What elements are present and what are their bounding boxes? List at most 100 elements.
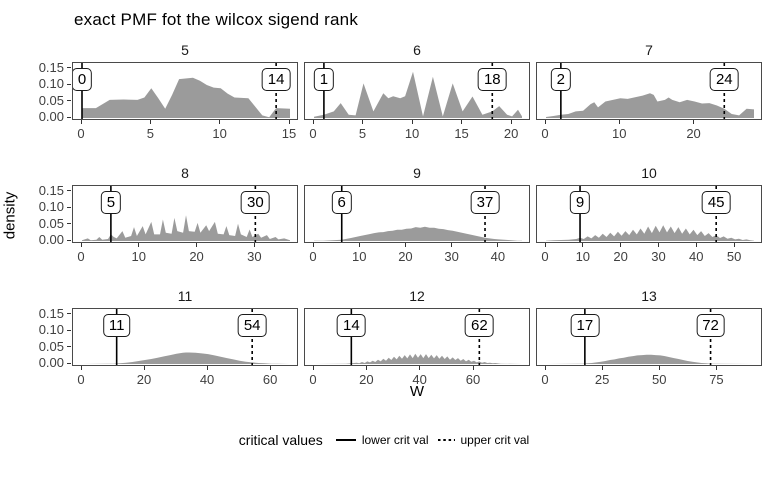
y-tick-label: 0.10 [38, 199, 64, 214]
y-tick-label: 0.00 [38, 232, 64, 247]
y-tick-mark [67, 190, 71, 191]
y-axis-label: density [1, 191, 19, 240]
x-tick-label: 10 [575, 249, 591, 264]
x-tick-mark [80, 120, 82, 124]
facet-strip-label: 11 [177, 288, 193, 304]
y-tick-mark [67, 223, 71, 224]
x-tick-mark [658, 366, 660, 370]
pmf-area [546, 225, 754, 241]
lower-crit-value-label: 1 [313, 68, 335, 91]
y-tick-label: 0.05 [38, 338, 64, 354]
y-tick-mark [67, 67, 71, 68]
x-tick-label: 50 [652, 372, 667, 387]
y-tick-label: 0.15 [38, 59, 64, 75]
y-tick-label: 0.05 [38, 215, 64, 231]
x-tick-mark [693, 120, 695, 124]
lower-crit-value-label: 9 [569, 191, 591, 214]
x-tick-mark [143, 366, 145, 370]
facet-panel: 6 37 [304, 185, 530, 243]
y-tick-mark [67, 83, 71, 85]
x-tick-mark [582, 243, 584, 247]
pmf-area [314, 226, 522, 241]
x-tick-mark [472, 366, 474, 370]
x-tick-mark [219, 120, 221, 124]
y-tick-mark [67, 313, 71, 314]
x-tick-mark [657, 243, 659, 247]
x-axis-label: W [409, 383, 425, 400]
lower-crit-value-label: 5 [100, 191, 122, 214]
x-tick-label: 30 [247, 249, 262, 264]
upper-crit-value-label: 54 [237, 314, 267, 337]
y-tick-mark [67, 346, 71, 347]
x-tick-mark [733, 243, 735, 247]
x-tick-label: 10 [404, 126, 420, 141]
facet-panel: 5 30 [72, 185, 298, 243]
x-tick-mark [411, 120, 413, 124]
facet-panel: 2 24 [536, 62, 762, 120]
lower-crit-value-label: 14 [336, 314, 366, 337]
facet-panel: 9 45 [536, 185, 762, 243]
facet-panel: 14 62 [304, 308, 530, 366]
x-tick-mark [497, 243, 499, 247]
y-tick-label: 0.10 [38, 322, 64, 337]
y-tick-mark [67, 239, 71, 241]
lower-crit-value-label: 2 [550, 68, 572, 91]
legend-item-lower: lower crit val [335, 433, 429, 447]
x-tick-label: 10 [131, 249, 146, 264]
upper-crit-value-label: 62 [464, 314, 494, 337]
x-tick-label: 75 [709, 372, 724, 387]
x-tick-label: 0 [541, 372, 549, 387]
x-tick-label: 25 [594, 372, 610, 387]
legend-item-upper: upper crit val [437, 433, 530, 447]
facet-panel: 0 14 [72, 62, 298, 120]
x-tick-label: 0 [309, 126, 317, 141]
x-tick-label: 10 [212, 126, 227, 141]
x-tick-mark [288, 120, 290, 124]
x-tick-mark [695, 243, 697, 247]
x-tick-label: 20 [189, 249, 204, 264]
x-tick-mark [510, 120, 512, 124]
pmf-area [82, 77, 290, 118]
x-tick-label: 40 [199, 372, 215, 387]
x-tick-mark [544, 243, 546, 247]
x-tick-label: 0 [541, 126, 549, 141]
x-tick-label: 5 [358, 126, 367, 141]
lower-crit-value-label: 17 [570, 314, 600, 337]
legend-title: critical values [238, 432, 323, 448]
y-tick-label: 0.15 [38, 305, 64, 321]
pmf-area [314, 71, 522, 118]
x-tick-label: 40 [689, 249, 704, 264]
upper-crit-value-label: 24 [709, 68, 739, 91]
pmf-area [314, 353, 522, 364]
x-tick-mark [358, 243, 360, 247]
x-tick-label: 50 [726, 249, 742, 264]
x-tick-mark [365, 366, 367, 370]
x-tick-label: 20 [136, 372, 152, 387]
pmf-area [82, 215, 290, 241]
x-tick-label: 0 [77, 126, 85, 141]
y-tick-label: 0.10 [38, 76, 64, 91]
x-tick-label: 0 [309, 249, 317, 264]
x-tick-mark [312, 243, 314, 247]
facet-strip-label: 9 [413, 165, 421, 181]
x-tick-label: 10 [612, 126, 627, 141]
pmf-area [82, 352, 290, 364]
y-tick-label: 0.00 [38, 109, 64, 124]
x-tick-mark [269, 366, 271, 370]
y-tick-label: 0.15 [38, 182, 64, 198]
x-tick-mark [715, 366, 717, 370]
upper-crit-value-label: 72 [696, 314, 725, 337]
facet-panel: 11 54 [72, 308, 298, 366]
legend-label-upper: upper crit val [460, 433, 530, 447]
x-tick-label: 15 [454, 126, 469, 141]
x-tick-mark [461, 120, 463, 124]
x-tick-mark [312, 120, 314, 124]
x-tick-label: 60 [262, 372, 278, 387]
y-tick-mark [67, 100, 71, 101]
facet-strip-label: 13 [641, 288, 657, 304]
facet-strip-label: 8 [181, 165, 189, 181]
x-tick-label: 0 [541, 249, 549, 264]
x-tick-label: 30 [651, 249, 666, 264]
facet-panel: 17 72 [536, 308, 762, 366]
